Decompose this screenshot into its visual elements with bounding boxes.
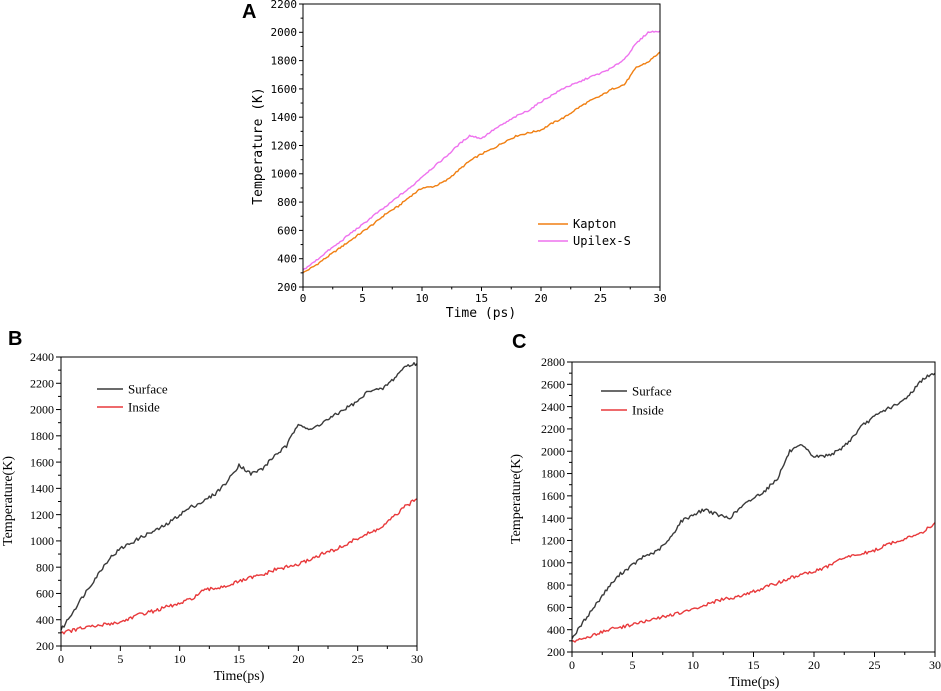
y-tick-label: 600	[36, 587, 54, 601]
y-tick-label: 2600	[541, 378, 565, 392]
y-tick-label: 1200	[541, 534, 565, 548]
x-tick-label: 10	[415, 292, 428, 305]
x-tick-label: 25	[352, 652, 364, 666]
panel-label: C	[512, 331, 526, 353]
y-tick-label: 1000	[271, 168, 298, 181]
y-tick-label: 1200	[30, 508, 54, 522]
x-tick-label: 20	[292, 652, 304, 666]
x-tick-label: 5	[630, 658, 636, 672]
y-tick-label: 1400	[271, 111, 298, 124]
y-tick-label: 600	[277, 224, 297, 237]
y-tick-label: 200	[547, 645, 565, 659]
x-tick-label: 0	[569, 658, 575, 672]
x-tick-label: 30	[411, 652, 423, 666]
y-tick-label: 800	[547, 578, 565, 592]
x-tick-label: 15	[233, 652, 245, 666]
y-tick-label: 800	[36, 560, 54, 574]
y-tick-label: 1800	[30, 429, 54, 443]
x-tick-label: 10	[687, 658, 699, 672]
y-tick-label: 2200	[30, 376, 54, 390]
y-tick-label: 2200	[271, 0, 298, 11]
y-tick-label: 2000	[541, 444, 565, 458]
x-tick-label: 10	[174, 652, 186, 666]
legend-label: Inside	[128, 400, 160, 415]
y-tick-label: 2800	[541, 355, 565, 369]
panel-label: B	[8, 328, 22, 350]
chart-panel-b: B 0 5 10 15 20 25 30 200 400 600 800 1000 1200 1400 160…	[1, 328, 423, 684]
x-tick-label: 0	[58, 652, 64, 666]
y-tick-label: 1000	[541, 556, 565, 570]
x-axis-label: Time(ps)	[214, 669, 265, 684]
y-tick-label: 400	[547, 623, 565, 637]
x-axis-label: Time(ps)	[729, 675, 780, 690]
series-line-surface	[60, 362, 418, 631]
x-tick-label: 5	[359, 292, 366, 305]
y-tick-label: 1600	[541, 489, 565, 503]
x-tick-label: 20	[534, 292, 547, 305]
legend-label: Surface	[632, 384, 672, 399]
y-axis-label: Temperature(K)	[509, 454, 524, 544]
legend-label: Kapton	[573, 217, 616, 231]
y-axis-label: Temperature (K)	[251, 87, 266, 204]
x-tick-label: 0	[300, 292, 307, 305]
y-tick-label: 2400	[541, 400, 565, 414]
chart-panel-c: C 0 5 10 15 20 25 30 200 400 600 800 1000 1200 1400 160…	[509, 331, 941, 690]
y-tick-label: 1200	[271, 139, 298, 152]
y-tick-label: 600	[547, 601, 565, 615]
y-tick-label: 2400	[30, 350, 54, 364]
y-tick-label: 2000	[271, 26, 298, 39]
y-tick-label: 1000	[30, 534, 54, 548]
y-tick-label: 1400	[30, 482, 54, 496]
y-tick-label: 800	[277, 196, 297, 209]
x-tick-label: 30	[929, 658, 941, 672]
y-tick-label: 200	[277, 281, 297, 294]
legend-label: Inside	[632, 403, 664, 418]
y-tick-label: 1600	[30, 455, 54, 469]
plot-frame	[571, 361, 936, 653]
y-tick-label: 1800	[541, 467, 565, 481]
legend-label: Surface	[128, 382, 168, 397]
x-tick-label: 25	[594, 292, 607, 305]
x-tick-label: 25	[869, 658, 881, 672]
series-line-surface	[571, 372, 936, 639]
plot-frame	[60, 356, 418, 647]
x-tick-label: 20	[808, 658, 820, 672]
panel-label: A	[242, 1, 256, 23]
y-axis-label: Temperature(K)	[1, 456, 16, 546]
y-tick-label: 2200	[541, 422, 565, 436]
y-tick-label: 400	[277, 253, 297, 266]
y-tick-label: 1800	[271, 54, 298, 67]
chart-panel-a: A 0 5 10 15 20 25 30 200 400 600 800 1000 1200 1400 160…	[242, 0, 667, 321]
series-line-upilex-s	[302, 30, 661, 271]
x-tick-label: 5	[117, 652, 123, 666]
x-axis-label: Time (ps)	[446, 306, 516, 321]
y-tick-label: 2000	[30, 403, 54, 417]
y-tick-label: 200	[36, 639, 54, 653]
y-tick-label: 1600	[271, 83, 298, 96]
y-tick-label: 1400	[541, 511, 565, 525]
x-tick-label: 30	[653, 292, 666, 305]
y-tick-label: 400	[36, 613, 54, 627]
series-line-kapton	[302, 51, 661, 274]
series-line-inside	[571, 522, 936, 643]
x-tick-label: 15	[475, 292, 488, 305]
x-tick-label: 15	[748, 658, 760, 672]
legend-label: Upilex-S	[573, 234, 631, 248]
series-line-inside	[60, 498, 418, 635]
